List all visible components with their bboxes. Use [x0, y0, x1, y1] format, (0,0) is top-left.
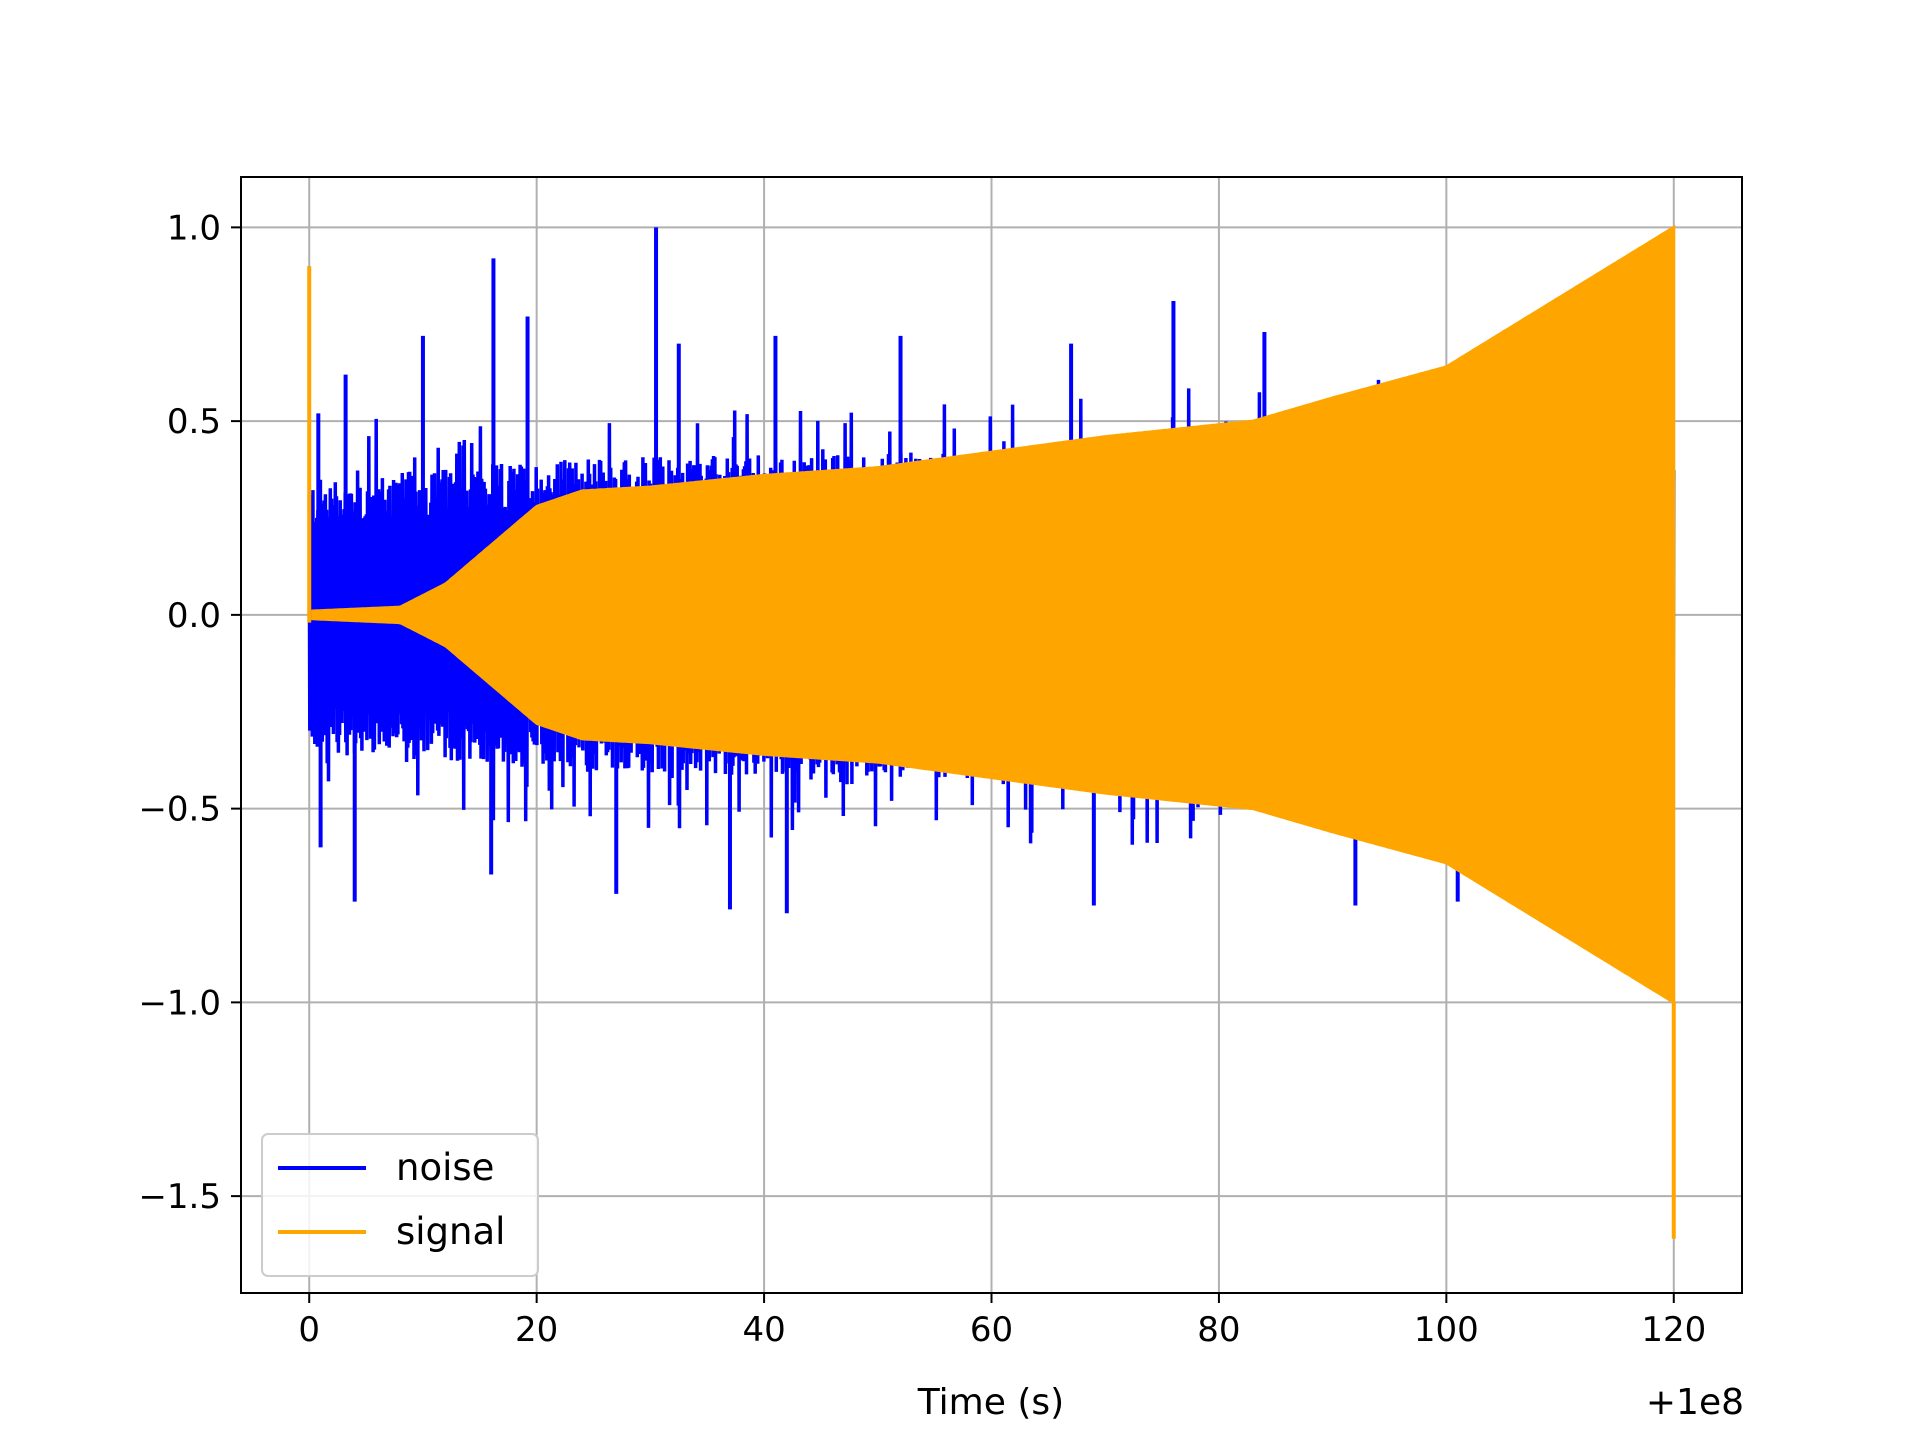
- x-tick-label: 20: [515, 1310, 558, 1350]
- legend: noise signal: [261, 1133, 539, 1277]
- legend-noise-label: noise: [396, 1146, 494, 1189]
- x-tick-label: 0: [298, 1310, 320, 1350]
- x-tick-label: 60: [970, 1310, 1013, 1350]
- x-tick-label: 120: [1641, 1310, 1706, 1350]
- x-tick-label: 40: [742, 1310, 785, 1350]
- x-tick-label: 80: [1197, 1310, 1240, 1350]
- y-tick-label: −1.5: [138, 1177, 221, 1217]
- y-tick-label: 1.0: [167, 208, 221, 248]
- y-tick-label: −1.0: [138, 983, 221, 1023]
- x-offset-text: +1e8: [1646, 1382, 1744, 1423]
- x-tick-label: 100: [1414, 1310, 1479, 1350]
- y-tick-label: −0.5: [138, 790, 221, 830]
- axis-ticks: 0 20 40 60 80 100 120 1.0 0.5 0.0 −0.5 −1.0 −1.5: [138, 208, 1706, 1350]
- y-tick-label: 0.5: [167, 402, 221, 442]
- series-layer: [307, 224, 1676, 1239]
- x-axis-label: Time (s): [917, 1382, 1064, 1423]
- y-tick-label: 0.0: [167, 596, 221, 636]
- legend-signal-label: signal: [396, 1210, 505, 1253]
